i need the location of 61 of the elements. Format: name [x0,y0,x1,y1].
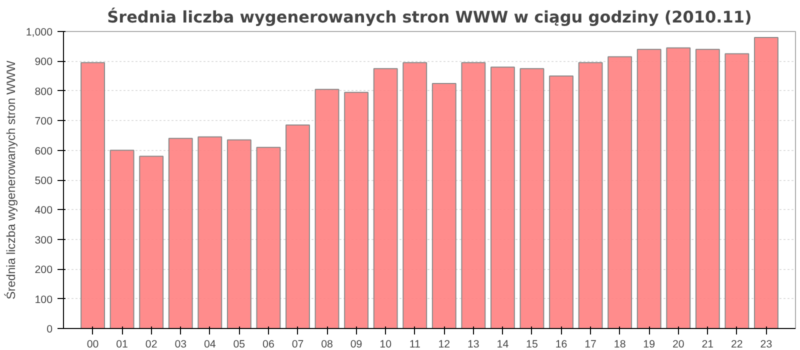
bar [110,150,134,328]
x-tick-label: 09 [350,338,362,350]
y-axis-title: Średnia liczba wygenerowanych stron WWW [4,60,18,300]
x-tick-label: 01 [116,338,128,350]
bar [608,56,632,328]
y-tick-label: 1,000 [26,26,53,38]
y-tick-label: 100 [34,294,53,306]
x-tick-label: 00 [86,338,99,350]
x-tick-label: 14 [496,338,509,350]
bar [695,48,720,328]
x-tick-label: 16 [555,338,568,350]
bar [139,156,164,328]
y-tick-label: 500 [34,175,53,187]
x-tick-label: 04 [204,338,216,350]
x-tick-label: 15 [526,338,538,350]
chart-title: Średnia liczba wygenerowanych stron WWW w ciągu godziny (2010.11) [107,8,752,26]
x-tick-label: 17 [584,338,597,350]
bar [168,138,193,328]
bar [490,66,515,328]
y-tick-label: 600 [34,145,53,158]
bar [286,124,310,328]
bar [754,36,778,328]
x-tick-label: 08 [321,338,334,350]
bar [461,62,486,328]
bar [402,62,428,328]
y-tick-label: 900 [34,56,53,68]
y-tick-label: 300 [34,234,53,246]
bar [314,88,340,328]
bar [520,68,544,328]
x-tick-label: 07 [292,338,304,350]
x-tick-label: 19 [643,338,656,350]
y-tick-label: 700 [34,116,53,128]
bar [578,62,603,328]
bar [373,68,398,328]
bar [432,82,456,328]
x-tick-label: 12 [438,338,450,350]
x-tick-label: 20 [672,338,684,350]
y-tick-label: 200 [34,264,53,276]
x-tick-label: 10 [380,338,392,350]
x-tick-label: 05 [233,338,246,350]
y-tick-label: 400 [34,204,53,217]
x-tick-label: 06 [262,338,274,350]
x-tick-label: 02 [145,338,158,350]
x-tick-label: 23 [760,338,772,350]
bar [226,139,252,328]
bar [80,62,105,328]
bar [549,76,574,328]
bar [636,48,662,328]
x-tick-label: 18 [614,338,626,350]
bar [256,146,281,328]
bar [724,53,750,328]
x-tick-label: 21 [702,338,714,350]
bar [344,92,369,328]
bar [666,47,691,328]
x-tick-label: 03 [174,338,187,350]
x-tick-label: 11 [409,338,420,350]
y-tick-label: 0 [46,324,53,336]
x-tick-label: 13 [467,338,480,350]
x-tick-label: 22 [731,338,743,350]
y-tick-label: 800 [34,86,53,98]
bar [198,136,222,328]
